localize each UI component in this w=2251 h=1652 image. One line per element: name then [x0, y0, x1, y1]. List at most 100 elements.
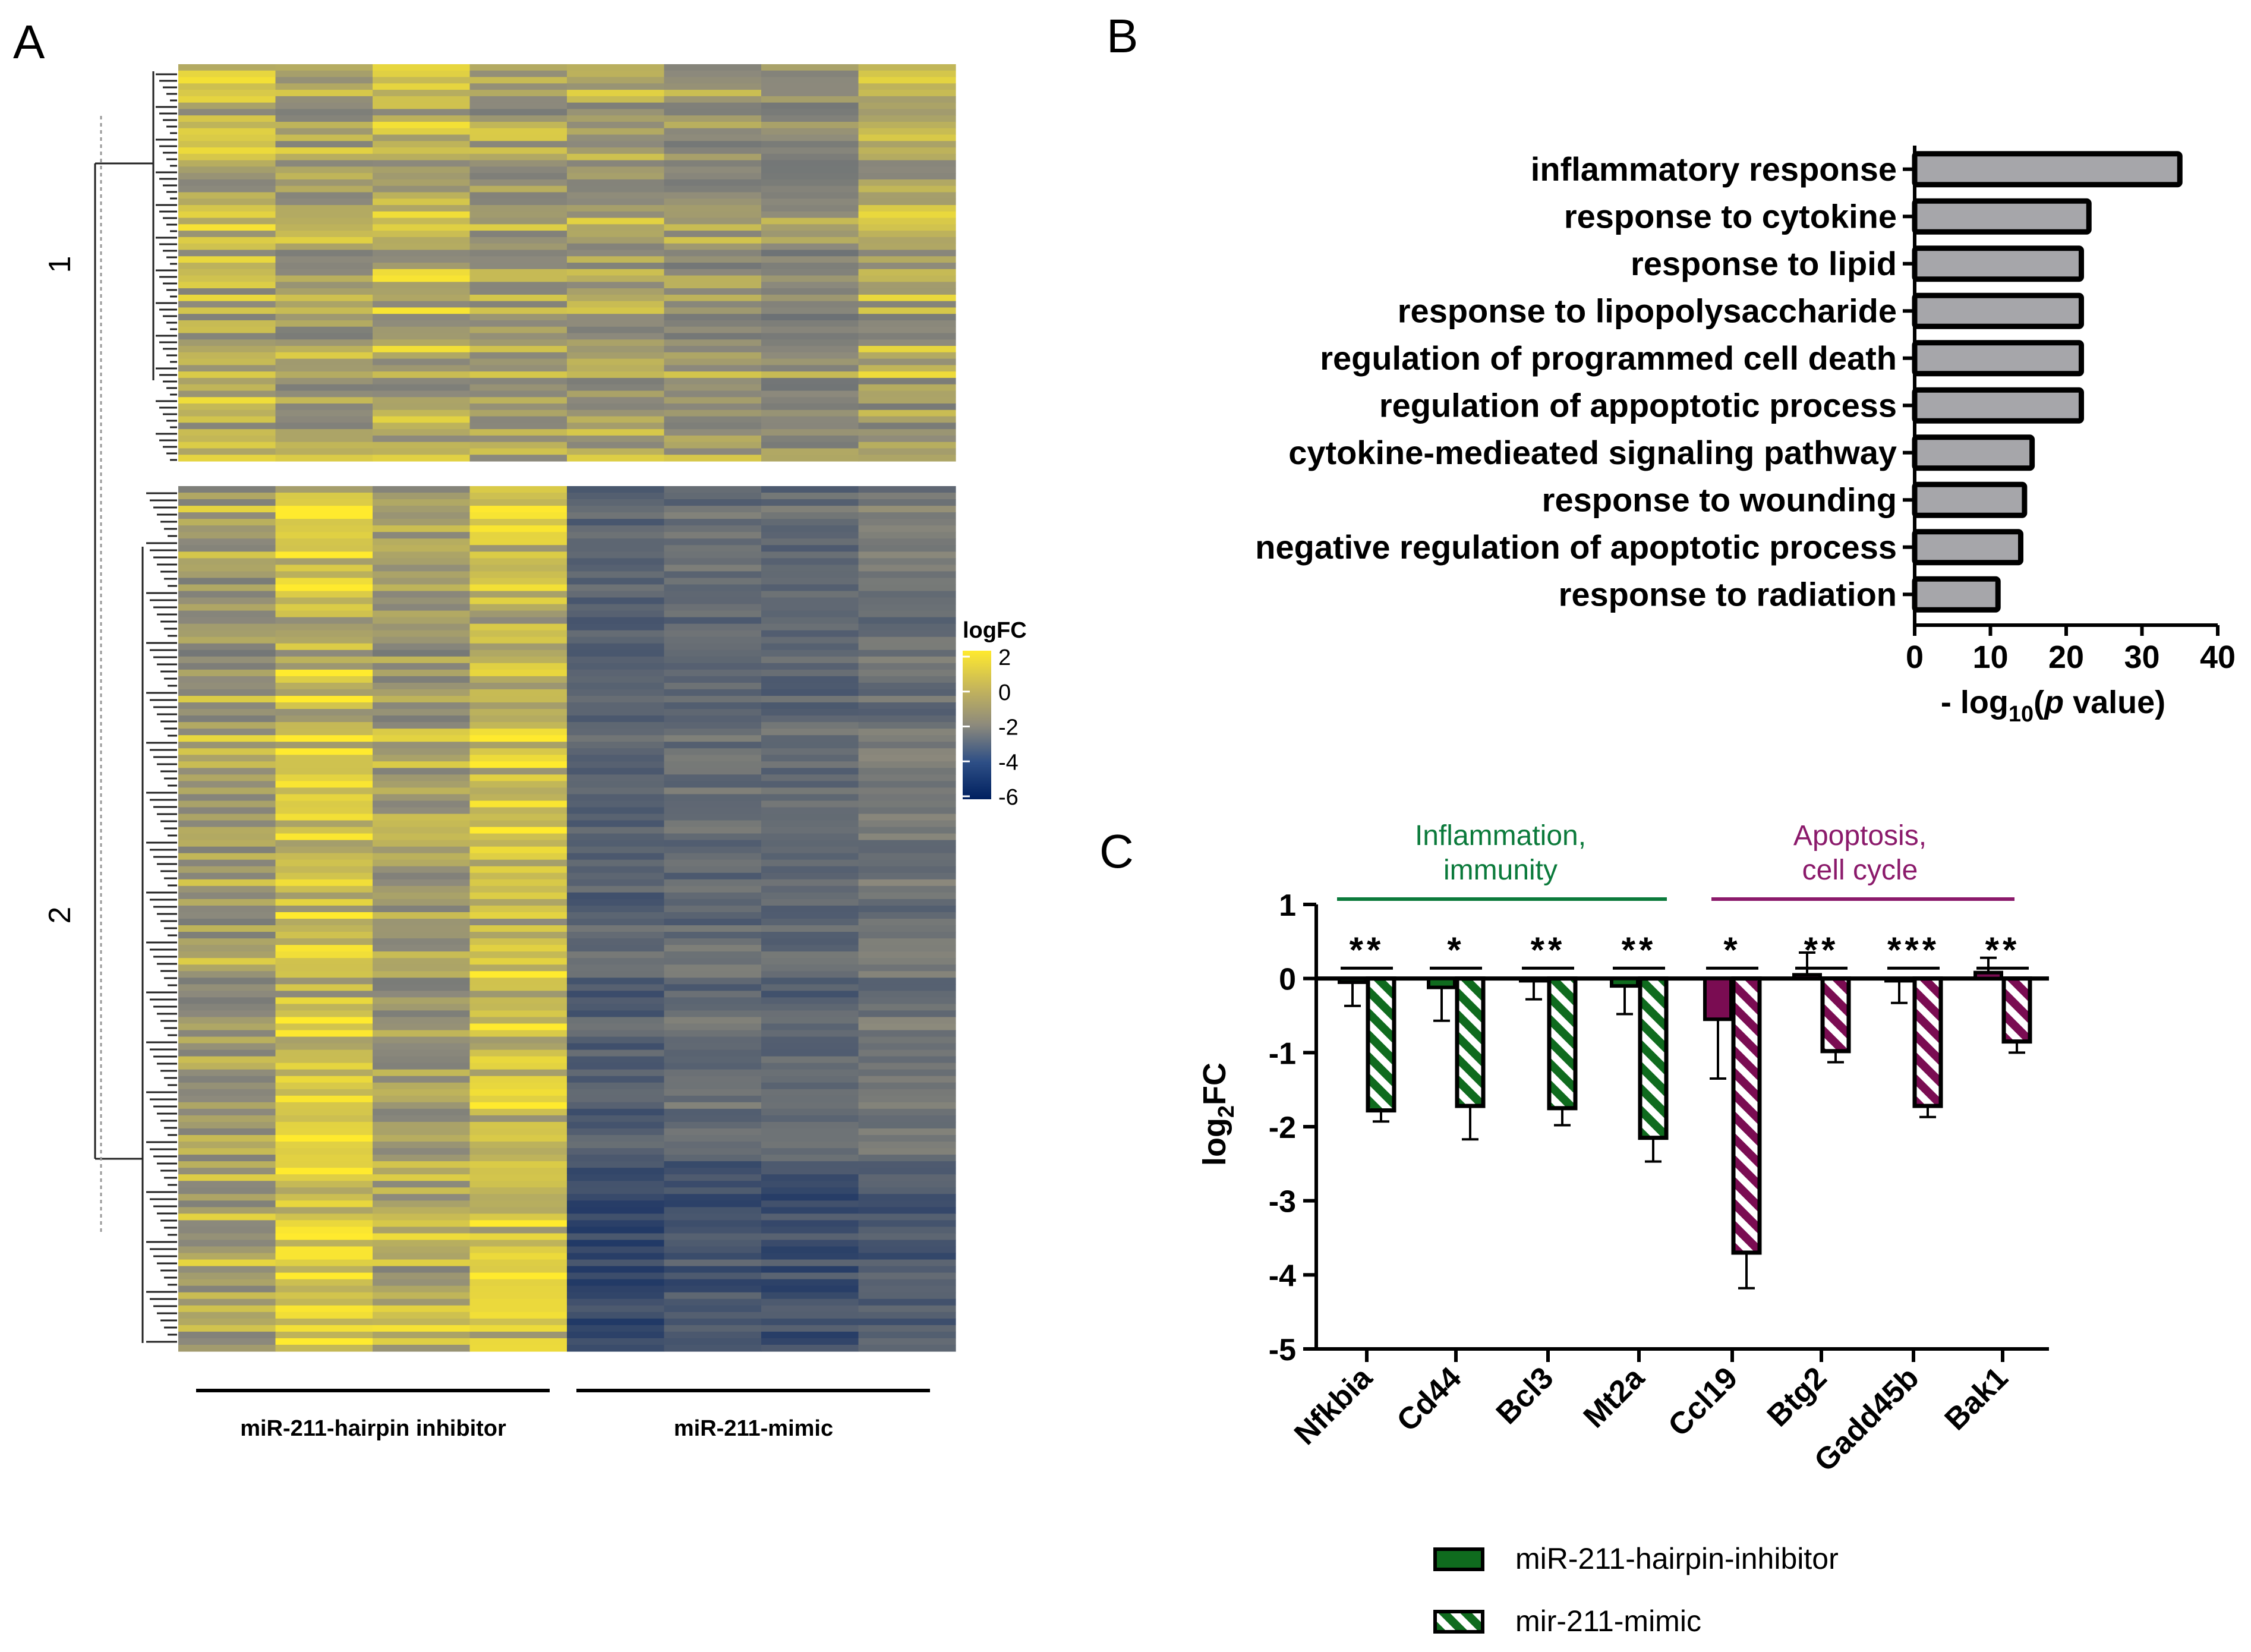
heatmap-cell: [858, 827, 956, 834]
heatmap-cell: [858, 610, 956, 618]
heatmap-cell: [469, 597, 568, 605]
heatmap-cell: [761, 663, 859, 670]
heatmap-cell: [373, 584, 471, 592]
heatmap-cell: [761, 584, 859, 592]
heatmap-cell: [858, 558, 956, 565]
heatmap-cell: [469, 827, 568, 834]
heatmap-cell: [664, 663, 762, 670]
heatmap-cell: [567, 96, 665, 103]
heatmap-cell: [178, 121, 276, 129]
heatmap-cell: [858, 282, 956, 289]
heatmap-cell: [178, 83, 276, 90]
heatmap-cell: [858, 128, 956, 135]
heatmap-cell: [373, 282, 471, 289]
heatmap-cell: [664, 403, 762, 411]
heatmap-cell: [275, 83, 373, 90]
heatmap-cell: [858, 486, 956, 493]
heatmap-cell: [275, 141, 373, 148]
chart-c-significance: **: [1985, 930, 2020, 970]
heatmap-cell: [275, 499, 373, 506]
heatmap-cell: [275, 409, 373, 417]
heatmap-cell: [469, 1187, 568, 1194]
heatmap-cell: [275, 905, 373, 913]
heatmap-cell: [761, 90, 859, 97]
heatmap-cell: [373, 1259, 471, 1267]
heatmap-cell: [664, 958, 762, 965]
heatmap-cell: [178, 859, 276, 867]
heatmap-cell: [275, 1220, 373, 1228]
heatmap-cell: [664, 1200, 762, 1208]
heatmap-cell: [664, 794, 762, 802]
heatmap-cell: [275, 1030, 373, 1038]
heatmap-cell: [275, 1292, 373, 1300]
heatmap-cell: [469, 879, 568, 887]
heatmap-cell: [567, 800, 665, 808]
heatmap-cell: [469, 371, 568, 379]
heatmap-cell: [664, 397, 762, 404]
heatmap-cell: [178, 709, 276, 716]
heatmap-cell: [664, 288, 762, 295]
heatmap-cell: [567, 1102, 665, 1109]
colorbar-tick-label: 2: [998, 645, 1011, 670]
heatmap-cell: [858, 729, 956, 736]
heatmap-cell: [858, 1128, 956, 1136]
heatmap-cell: [858, 352, 956, 360]
heatmap-cell: [567, 263, 665, 270]
heatmap-cell: [664, 905, 762, 913]
heatmap-cell: [469, 1181, 568, 1188]
heatmap-cell: [373, 1115, 471, 1123]
heatmap-cell: [664, 755, 762, 762]
heatmap-cell: [858, 70, 956, 78]
heatmap-cell: [761, 925, 859, 932]
heatmap-cell: [858, 1331, 956, 1339]
heatmap-cell: [858, 217, 956, 225]
heatmap-cell: [858, 1338, 956, 1345]
heatmap-cell: [469, 689, 568, 696]
heatmap-cell: [567, 1285, 665, 1293]
heatmap-cell: [373, 729, 471, 736]
heatmap-cell: [469, 409, 568, 417]
heatmap-cell: [373, 722, 471, 729]
heatmap-cell: [178, 669, 276, 677]
heatmap-cell: [373, 663, 471, 670]
heatmap-cell: [275, 109, 373, 116]
heatmap-cell: [469, 1174, 568, 1181]
heatmap-cell: [858, 263, 956, 270]
heatmap-cell: [373, 128, 471, 135]
heatmap-cell: [275, 610, 373, 618]
heatmap-cell: [469, 591, 568, 598]
heatmap-cell: [664, 932, 762, 939]
heatmap-cell: [761, 565, 859, 572]
chart-b-bar: [1912, 292, 2084, 329]
heatmap-cell: [858, 506, 956, 513]
heatmap-cell: [178, 1076, 276, 1083]
heatmap-cell: [761, 1331, 859, 1339]
heatmap-cell: [761, 243, 859, 251]
heatmap-cell: [761, 650, 859, 657]
heatmap-cell: [275, 371, 373, 379]
heatmap-cell: [275, 827, 373, 834]
heatmap-cell: [664, 840, 762, 847]
heatmap-cell: [275, 1279, 373, 1287]
heatmap-cell: [761, 735, 859, 742]
heatmap-cell: [178, 997, 276, 1004]
heatmap-cell: [469, 695, 568, 703]
heatmap-cell: [664, 591, 762, 598]
heatmap-cell: [178, 1266, 276, 1273]
heatmap-cell: [664, 971, 762, 978]
heatmap-cell: [567, 1187, 665, 1194]
heatmap-cell: [469, 435, 568, 443]
chart-c-bar-inhibitor: [1973, 970, 2003, 981]
heatmap-cell: [373, 448, 471, 455]
heatmap-cell: [664, 499, 762, 506]
heatmap-cell: [567, 748, 665, 755]
heatmap-cell: [761, 519, 859, 526]
heatmap-cell: [178, 1155, 276, 1162]
heatmap-cell: [178, 932, 276, 939]
heatmap-cell: [373, 243, 471, 251]
heatmap-cell: [761, 250, 859, 257]
heatmap-cell: [275, 695, 373, 703]
heatmap-cell: [373, 442, 471, 449]
heatmap-cell: [178, 1010, 276, 1018]
cluster-label-2: 2: [43, 907, 77, 924]
